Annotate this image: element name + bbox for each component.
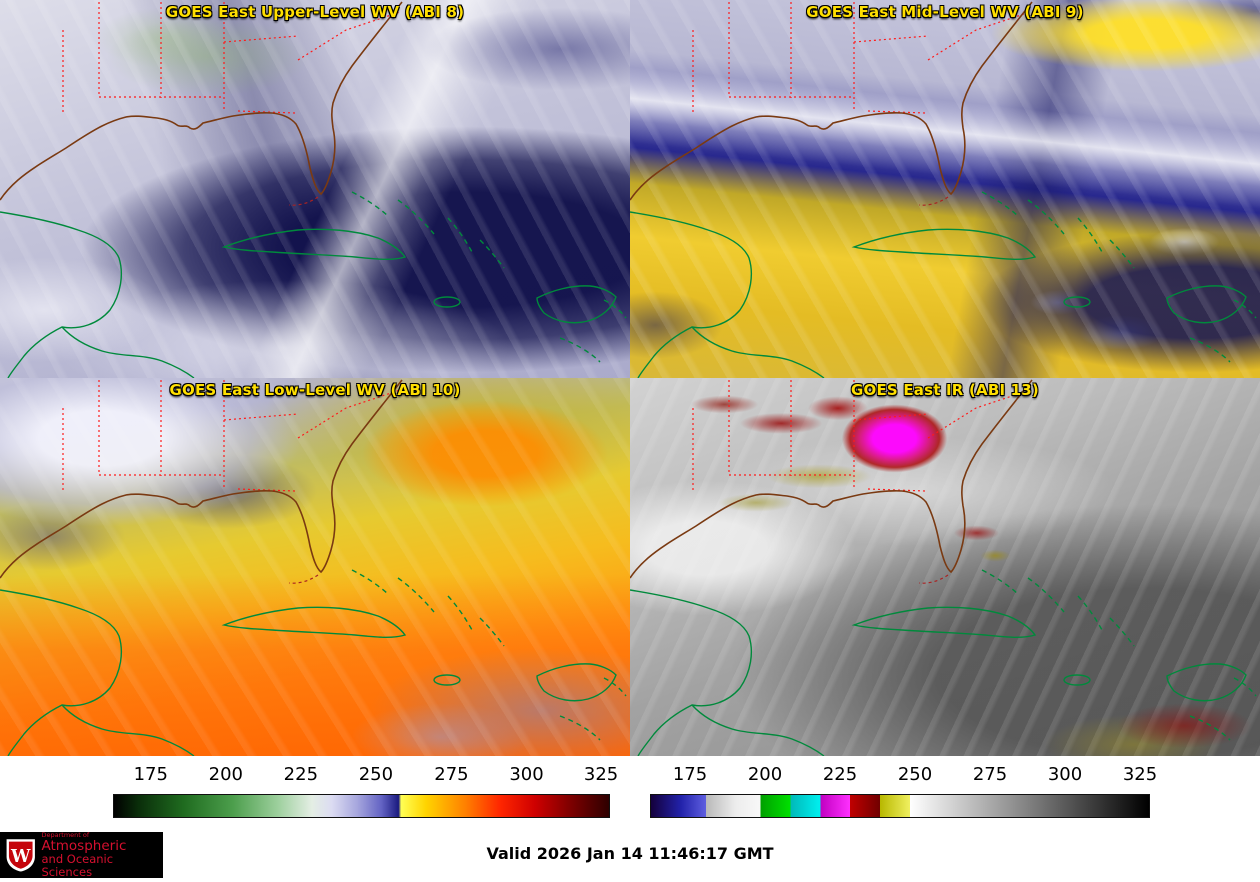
- crest-letter: W: [10, 847, 31, 867]
- tick-label: 225: [283, 764, 319, 785]
- wv-colorbar-ticks: 175 200 225 250 275 300 325: [113, 762, 619, 794]
- coastline-overlay: [0, 379, 627, 756]
- panel-mid-level-wv: GOES East Mid-Level WV (ABI 9): [630, 0, 1260, 378]
- department-logo-text: Department of Atmospheric and Oceanic Sc…: [41, 832, 158, 877]
- panel-grid: GOES East Upper-Level WV (ABI 8) GOES Ea…: [0, 0, 1260, 756]
- tick-label: 275: [434, 764, 469, 785]
- panel-upper-level-wv: GOES East Upper-Level WV (ABI 8): [0, 0, 630, 378]
- department-logo: W Department of Atmospheric and Oceanic …: [0, 832, 163, 878]
- tick-label: 225: [822, 764, 858, 785]
- tick-label: 250: [358, 764, 394, 785]
- ir-colorbar-gradient: [650, 794, 1150, 818]
- tick-label: 300: [509, 764, 544, 785]
- tick-label: 175: [133, 764, 168, 785]
- logo-dept-label: Department of: [41, 831, 90, 840]
- panel-ir: GOES East IR (ABI 13): [630, 378, 1260, 756]
- panel-title-abi9: GOES East Mid-Level WV (ABI 9): [806, 3, 1084, 21]
- wv-colorbar-gradient: [113, 794, 610, 818]
- coastline-overlay: [630, 1, 1257, 378]
- panel-low-level-wv: GOES East Low-Level WV (ABI 10): [0, 378, 630, 756]
- tick-label: 250: [897, 764, 933, 785]
- tick-label: 175: [672, 764, 708, 785]
- tick-label: 275: [972, 764, 1008, 785]
- footer: Valid 2026 Jan 14 11:46:17 GMT W Departm…: [0, 830, 1260, 882]
- tick-label: 300: [1047, 764, 1083, 785]
- colorbar-section: 175 200 225 250 275 300 325 175 200 225 …: [0, 756, 1260, 830]
- tick-label: 325: [583, 764, 619, 785]
- wv-colorbar: 175 200 225 250 275 300 325: [113, 762, 619, 824]
- panel-title-abi13: GOES East IR (ABI 13): [850, 381, 1039, 399]
- logo-name-line1: Atmospheric: [41, 838, 127, 855]
- valid-timestamp: Valid 2026 Jan 14 11:46:17 GMT: [486, 844, 774, 863]
- panel-title-abi8: GOES East Upper-Level WV (ABI 8): [165, 3, 465, 21]
- ir-colorbar-ticks: 175 200 225 250 275 300 325: [650, 762, 1157, 794]
- coastline-overlay: [630, 379, 1257, 756]
- logo-name-line2: and Oceanic Sciences: [41, 852, 114, 879]
- tick-label: 325: [1122, 764, 1158, 785]
- tick-label: 200: [747, 764, 783, 785]
- panel-title-abi10: GOES East Low-Level WV (ABI 10): [169, 381, 461, 399]
- tick-label: 200: [208, 764, 243, 785]
- coastline-overlay: [0, 1, 627, 378]
- ir-colorbar: 175 200 225 250 275 300 325: [650, 762, 1157, 824]
- uw-crest-icon: W: [6, 839, 35, 872]
